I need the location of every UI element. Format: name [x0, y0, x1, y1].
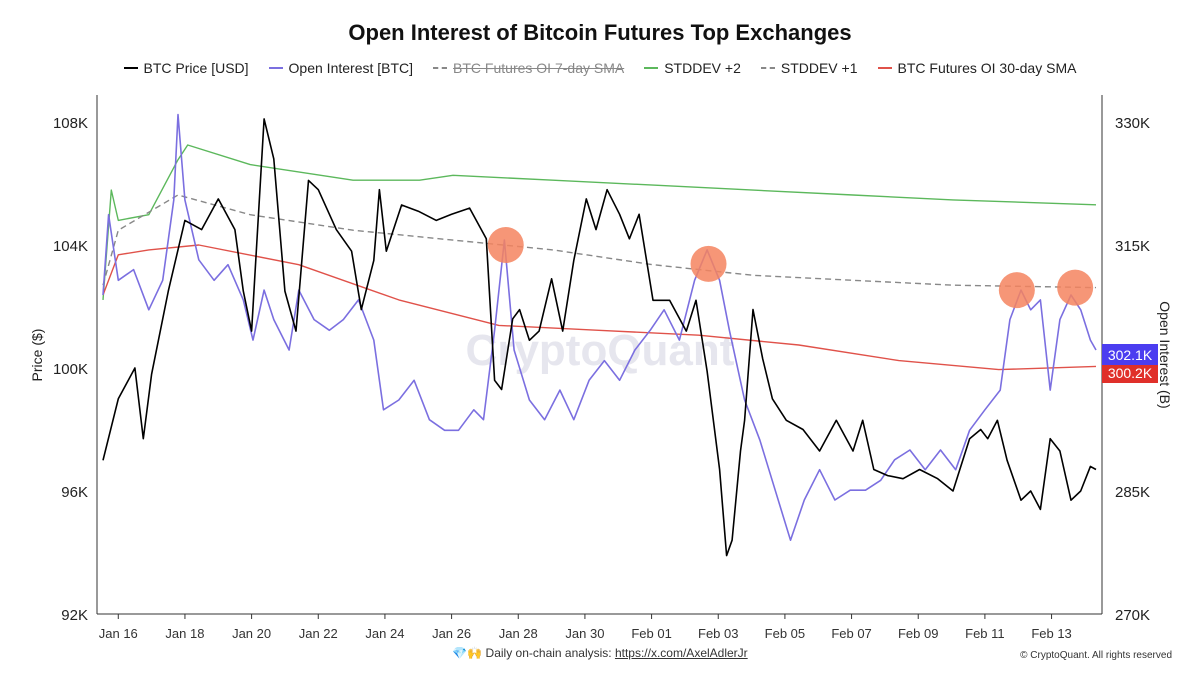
- series-line-btc-price-usd-: [102, 118, 1097, 557]
- x-tick-label: Jan 26: [432, 626, 471, 641]
- x-tick-label: Feb 09: [898, 626, 938, 641]
- chart-title: Open Interest of Bitcoin Futures Top Exc…: [348, 20, 852, 45]
- annotation-circle: [690, 245, 727, 282]
- legend-item[interactable]: STDDEV +2: [644, 60, 741, 76]
- diamond-hands-icon: 💎🙌: [452, 646, 483, 660]
- x-tick-label: Feb 03: [698, 626, 738, 641]
- legend-swatch: [433, 67, 448, 69]
- legend-label: BTC Price [USD]: [143, 60, 249, 76]
- legend-swatch: [877, 67, 892, 69]
- x-tick-label: Feb 07: [831, 626, 871, 641]
- legend-swatch: [644, 67, 659, 69]
- watermark: CryptoQuant: [466, 326, 735, 375]
- legend-label: STDDEV +2: [664, 60, 741, 76]
- footer-text: Daily on-chain analysis:: [485, 646, 615, 660]
- legend-label: Open Interest [BTC]: [288, 60, 414, 76]
- legend-swatch: [268, 67, 283, 69]
- series-line-btc-futures-oi-30-day-sma: [102, 244, 1097, 371]
- annotation-circle: [998, 272, 1035, 309]
- y-right-tick-label: 315K: [1115, 238, 1150, 255]
- last-value-label: 300.2K: [1108, 365, 1153, 381]
- copyright: © CryptoQuant. All rights reserved: [1020, 650, 1172, 661]
- legend-item[interactable]: BTC Futures OI 30-day SMA: [877, 60, 1077, 76]
- legend-label: STDDEV +1: [780, 60, 858, 76]
- x-tick-label: Jan 18: [165, 626, 204, 641]
- x-tick-label: Jan 22: [299, 626, 338, 641]
- series-line-open-interest-btc-: [102, 113, 1097, 541]
- footer-link[interactable]: https://x.com/AxelAdlerJr: [614, 646, 748, 660]
- legend-item[interactable]: BTC Price [USD]: [123, 60, 249, 76]
- annotation-circle: [487, 227, 524, 263]
- x-tick-label: Jan 20: [232, 626, 271, 641]
- legend-item[interactable]: BTC Futures OI 7-day SMA: [433, 60, 624, 76]
- annotation-circle: [1057, 269, 1094, 306]
- y-left-tick-label: 96K: [61, 484, 88, 501]
- x-tick-label: Jan 24: [365, 626, 404, 641]
- legend-item[interactable]: STDDEV +1: [760, 60, 858, 76]
- y-left-tick-label: 104K: [53, 238, 88, 255]
- y-left-tick-label: 100K: [53, 361, 88, 378]
- y-right-tick-label: 285K: [1115, 484, 1150, 501]
- last-value-badge: [1102, 362, 1158, 383]
- x-tick-label: Feb 11: [965, 626, 1005, 641]
- series-line-stddev-2: [102, 144, 1097, 300]
- legend-swatch: [123, 67, 138, 69]
- legend: BTC Price [USD] Open Interest [BTC] BTC Fu…: [0, 60, 1200, 76]
- footer: 💎🙌 Daily on-chain analysis: https://x.co…: [0, 646, 1200, 660]
- x-tick-label: Feb 05: [765, 626, 805, 641]
- legend-swatch: [760, 67, 775, 69]
- y-left-axis-title: Price ($): [29, 329, 45, 382]
- last-value-label: 302.1K: [1108, 347, 1153, 363]
- last-value-badge: [1102, 344, 1158, 365]
- legend-label: BTC Futures OI 7-day SMA: [453, 60, 625, 76]
- y-right-tick-label: 330K: [1115, 115, 1150, 132]
- y-right-axis-title: Open Interest (B): [1157, 301, 1173, 408]
- y-right-tick-label: 270K: [1115, 607, 1150, 624]
- x-tick-label: Feb 13: [1031, 626, 1071, 641]
- x-tick-label: Jan 30: [565, 626, 604, 641]
- y-left-tick-label: 92K: [61, 607, 88, 624]
- y-left-tick-label: 108K: [53, 115, 88, 132]
- x-tick-label: Feb 01: [631, 626, 671, 641]
- legend-label: BTC Futures OI 30-day SMA: [897, 60, 1077, 76]
- x-tick-label: Jan 16: [99, 626, 138, 641]
- legend-item[interactable]: Open Interest [BTC]: [268, 60, 414, 76]
- series-line-stddev-1: [102, 194, 1097, 289]
- x-tick-label: Jan 28: [499, 626, 538, 641]
